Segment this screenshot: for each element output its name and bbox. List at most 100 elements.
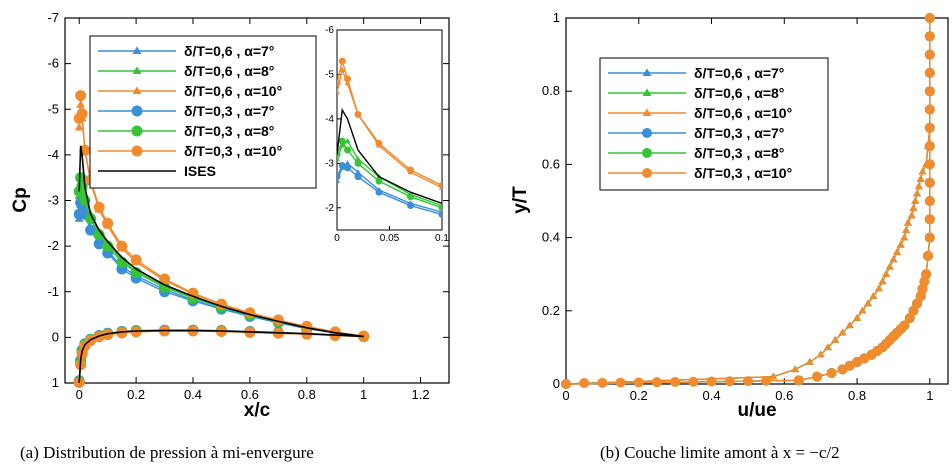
inset-data-point: [354, 173, 362, 181]
data-point: [902, 226, 911, 233]
legend-marker: [642, 108, 652, 117]
data-point: [116, 327, 128, 339]
data-point: [916, 174, 925, 182]
series-lower-line: [78, 330, 364, 383]
x-tick-label: 0: [76, 387, 83, 402]
data-point: [93, 331, 105, 343]
series-upper-line: [78, 145, 364, 338]
inset-data-point: [438, 182, 442, 190]
legend-entry: δ/T=0,6 , α=10°: [608, 105, 792, 121]
data-point: [130, 254, 142, 266]
x-tick-label: 0.8: [848, 388, 866, 403]
data-point: [76, 108, 88, 120]
data-point: [899, 320, 910, 331]
inset-data-point: [407, 166, 414, 174]
chart-b-legend: [599, 57, 829, 191]
data-point: [924, 67, 935, 78]
data-point: [921, 269, 932, 280]
data-point: [85, 213, 97, 225]
data-point: [597, 377, 608, 388]
legend-entry: δ/T=0,3 , α=10°: [98, 143, 282, 159]
x-tick-label: 1: [926, 388, 933, 403]
inset-data: [337, 57, 442, 218]
data-point: [74, 122, 84, 131]
y-tick-label: 0.2: [542, 303, 560, 318]
data-point: [85, 224, 97, 236]
data-point: [761, 375, 772, 386]
legend-marker: [132, 86, 142, 95]
inset-data-point: [355, 155, 361, 161]
legend-entry: δ/T=0,3 , α=7°: [98, 103, 274, 119]
legend-label: δ/T=0,6 , α=10°: [694, 105, 792, 121]
y-tick-label: -1: [47, 284, 59, 299]
inset-series-line: [337, 107, 442, 205]
chart-pressure-distribution: 0 0.2 0.4 0.6 0.8 1 1.2 -7 -6 -5 -4 -3 -2 -1 0 1 0 0.05 0…: [10, 10, 450, 421]
data-point: [913, 189, 922, 197]
legend-marker: [642, 148, 652, 158]
data-point: [816, 350, 825, 358]
data-point: [706, 376, 717, 387]
legend-label: δ/T=0,6 , α=7°: [694, 65, 784, 81]
legend-entry: δ/T=0,6 , α=10°: [98, 83, 282, 99]
series-lower-line: [78, 330, 364, 383]
data-point: [924, 49, 935, 60]
chart-b-frame: [565, 17, 949, 385]
legend-entry: δ/T=0,6 , α=7°: [608, 65, 784, 81]
x-tick-label: 1.2: [412, 387, 430, 402]
x-tick-label: 0.4: [702, 388, 720, 403]
x-tick-label: 1: [360, 387, 367, 402]
legend-marker: [132, 66, 142, 75]
data-point: [874, 284, 883, 292]
legend-marker: [132, 46, 142, 55]
legend-marker: [131, 105, 143, 117]
caption-a: (a) Distribution de pression à mi-enverg…: [20, 443, 314, 462]
inset-data-point: [375, 188, 383, 196]
inset-data-point: [344, 146, 351, 154]
legend-label: ISES: [184, 163, 216, 179]
inset-data-point: [339, 66, 346, 73]
series-lower-line: [78, 329, 364, 384]
inset-y-tick-label: -4: [325, 114, 334, 125]
x-tick-label: 0.6: [241, 387, 259, 402]
inset-data-point: [438, 204, 442, 212]
data-point: [863, 299, 872, 307]
y-tick-label: -7: [47, 10, 59, 25]
series-6: [78, 145, 364, 384]
inset-data-point: [337, 79, 341, 87]
data-point: [831, 336, 840, 343]
inset-series-line: [337, 140, 442, 207]
legend-entry: δ/T=0,6 , α=8°: [98, 63, 274, 79]
data-point: [893, 248, 902, 255]
data-point: [924, 159, 935, 170]
data-point: [93, 201, 105, 213]
data-point: [670, 376, 681, 387]
data-point: [882, 270, 891, 277]
wall-region-points: [579, 375, 772, 389]
data-point: [93, 229, 105, 241]
inset-data-point: [407, 193, 414, 201]
inset-data-point: [344, 164, 351, 172]
y-tick-label: -2: [47, 238, 59, 253]
caption-b: (b) Couche limite amont à x = −c/2: [600, 443, 840, 462]
inset-data-point: [354, 159, 362, 167]
y-tick-label: -3: [47, 193, 59, 208]
series-0: [74, 195, 369, 384]
inset-x-tick-label: 0: [334, 233, 340, 244]
legend-label: δ/T=0,6 , α=8°: [184, 63, 274, 79]
data-point: [688, 376, 699, 387]
data-point: [869, 292, 878, 299]
data-point: [924, 141, 935, 152]
data-point: [615, 377, 626, 388]
data-point: [724, 376, 735, 387]
y-tick-label: 0.6: [542, 156, 560, 171]
inset-y-tick-label: -3: [325, 158, 334, 169]
data-point: [633, 377, 644, 388]
legend-entry: δ/T=0,3 , α=10°: [608, 165, 792, 181]
y-tick-label: 0: [553, 376, 560, 391]
legend-label: δ/T=0,3 , α=7°: [694, 125, 784, 141]
data-point: [791, 365, 800, 373]
inset-series-line: [337, 58, 442, 187]
inset-y-tick-label: -6: [325, 25, 334, 36]
inset-series-line: [337, 162, 442, 213]
inset-data-point: [338, 137, 346, 145]
